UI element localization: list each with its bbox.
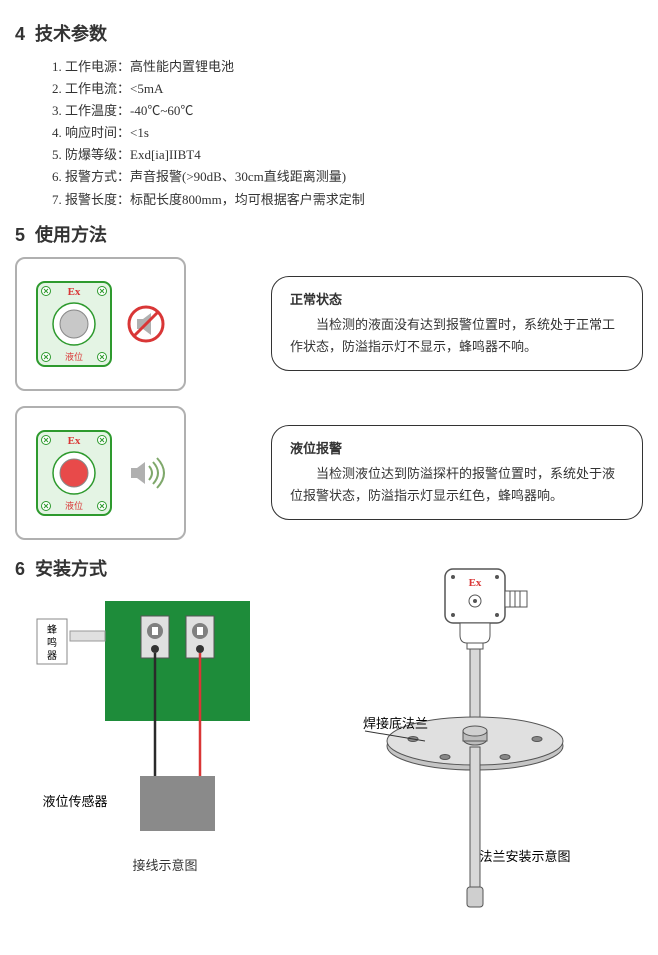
svg-text:Ex: Ex bbox=[67, 286, 80, 298]
flange-diagram: Ex 焊接底法兰 法兰安装示意图 bbox=[315, 591, 643, 915]
spec-item: 报警方式：声音报警(>90dB、30cm直线距离测量) bbox=[65, 166, 643, 188]
device-plate-icon: Ex 液位 bbox=[35, 429, 113, 517]
svg-text:液位传感器: 液位传感器 bbox=[42, 794, 107, 809]
spec-item: 工作电流：<5mA bbox=[65, 78, 643, 100]
device-plate-icon: Ex 液位 bbox=[35, 280, 113, 368]
svg-text:Ex: Ex bbox=[469, 577, 482, 589]
wiring-caption: 接线示意图 bbox=[15, 855, 315, 874]
section-title: 使用方法 bbox=[35, 225, 107, 245]
desc-box-alarm: 液位报警 当检测液位达到防溢探杆的报警位置时，系统处于液位报警状态，防溢指示灯显… bbox=[271, 425, 643, 520]
spec-item: 响应时间：<1s bbox=[65, 122, 643, 144]
svg-text:器: 器 bbox=[47, 650, 57, 662]
device-illustration-alarm: Ex 液位 bbox=[15, 406, 186, 540]
desc-text: 当检测液位达到防溢探杆的报警位置时，系统处于液位报警状态，防溢指示灯显示红色，蜂… bbox=[290, 463, 624, 507]
usage-row-alarm: Ex 液位 液位报警 当检测液位达到防溢探杆的报警位置时，系统处于液位报警状态，… bbox=[15, 406, 643, 540]
section-title: 技术参数 bbox=[35, 24, 107, 44]
section-number: 4 bbox=[15, 24, 25, 44]
usage-row-normal: Ex 液位 正常状态 当检测的液面没有达到报警位置时，系统处于正常工作状态，防溢… bbox=[15, 257, 643, 391]
device-illustration-normal: Ex 液位 bbox=[15, 257, 186, 391]
section-number: 6 bbox=[15, 559, 25, 579]
section-title: 安装方式 bbox=[35, 559, 107, 579]
desc-title: 正常状态 bbox=[290, 289, 624, 308]
speaker-sound-icon bbox=[125, 452, 167, 494]
svg-text:蜂: 蜂 bbox=[47, 623, 57, 636]
flange-diagram-icon: Ex 焊接底法兰 法兰安装示意图 bbox=[315, 561, 635, 911]
wiring-diagram: 蜂鸣器 液位传感器 接线示意图 bbox=[15, 591, 315, 874]
svg-text:Ex: Ex bbox=[67, 435, 80, 447]
svg-text:液位: 液位 bbox=[64, 500, 82, 511]
desc-title: 液位报警 bbox=[290, 438, 624, 457]
speaker-muted-icon bbox=[125, 303, 167, 345]
svg-text:液位: 液位 bbox=[64, 351, 82, 362]
spec-item: 工作电源：高性能内置锂电池 bbox=[65, 56, 643, 78]
spec-item: 工作温度：-40℃~60℃ bbox=[65, 100, 643, 122]
desc-box-normal: 正常状态 当检测的液面没有达到报警位置时，系统处于正常工作状态，防溢指示灯不显示… bbox=[271, 276, 643, 371]
spec-item: 报警长度：标配长度800mm，均可根据客户需求定制 bbox=[65, 189, 643, 211]
svg-text:焊接底法兰: 焊接底法兰 bbox=[363, 716, 428, 731]
svg-text:法兰安装示意图: 法兰安装示意图 bbox=[479, 849, 570, 864]
section-heading-usage: 5 使用方法 bbox=[15, 221, 643, 247]
svg-text:鸣: 鸣 bbox=[47, 636, 57, 649]
desc-text: 当检测的液面没有达到报警位置时，系统处于正常工作状态，防溢指示灯不显示，蜂鸣器不… bbox=[290, 314, 624, 358]
install-section: 蜂鸣器 液位传感器 接线示意图 Ex bbox=[15, 591, 643, 915]
wiring-diagram-icon: 蜂鸣器 液位传感器 bbox=[15, 591, 295, 841]
spec-item: 防爆等级：Exd[ia]IIBT4 bbox=[65, 144, 643, 166]
section-number: 5 bbox=[15, 225, 25, 245]
section-heading-tech: 4 技术参数 bbox=[15, 20, 643, 46]
spec-list: 工作电源：高性能内置锂电池工作电流：<5mA工作温度：-40℃~60℃响应时间：… bbox=[15, 56, 643, 211]
